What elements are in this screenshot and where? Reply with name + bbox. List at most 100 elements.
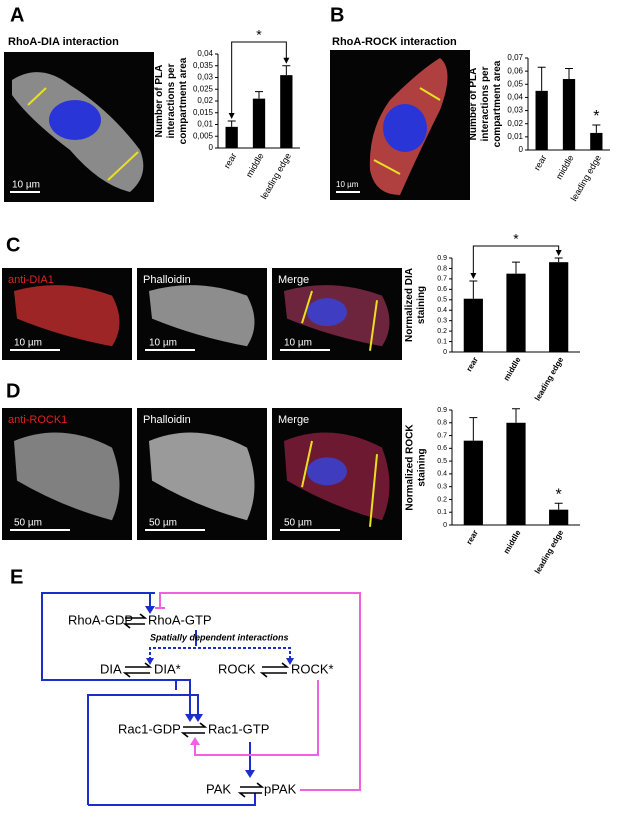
error-bar	[512, 408, 520, 423]
caption: RhoA-DIA interaction	[8, 36, 119, 48]
connector	[88, 793, 256, 806]
scale-label: 10 µm	[149, 338, 177, 349]
y-label-box: Number of PLA interactions per compartme…	[154, 57, 189, 145]
x-tick-label: middle	[554, 153, 576, 181]
bar	[549, 262, 569, 352]
image-label: Phalloidin	[143, 274, 191, 286]
bar	[506, 273, 526, 352]
connector	[194, 680, 319, 756]
connector	[41, 592, 191, 716]
caption: RhoA-ROCK interaction	[332, 36, 457, 48]
y-tick-label: 0.4	[437, 471, 447, 478]
marker-line	[419, 87, 441, 101]
y-tick-label: 0.7	[437, 432, 447, 439]
arrowhead	[283, 57, 290, 64]
error-bar	[512, 261, 520, 274]
y-tick-label: 0.2	[437, 496, 447, 503]
scale-label: 50 µm	[149, 518, 177, 529]
bracket	[231, 41, 287, 117]
y-tick-label: 0	[209, 143, 214, 152]
node: ROCK*	[291, 661, 334, 676]
y-label: Number of PLA interactions per compartme…	[154, 57, 189, 145]
bar	[280, 75, 293, 148]
cell	[149, 285, 255, 347]
bar	[506, 422, 526, 525]
nucleus	[383, 104, 427, 152]
panel-label: A	[10, 4, 24, 26]
x-tick-label: leading edge	[533, 528, 566, 575]
equilibrium	[259, 662, 290, 678]
nucleus	[307, 457, 347, 486]
arrowheads	[145, 606, 294, 778]
y-tick-label: 0.6	[437, 286, 447, 293]
y-label: Normalized DIA staining	[404, 268, 427, 342]
y-tick-label: 0,005	[193, 131, 214, 140]
y-tick-label: 0.8	[437, 420, 447, 427]
y-tick-label: 0,05	[507, 79, 523, 88]
image-row: anti-DIA1 10 µm Phalloidin 10 µm Merge 10 µm	[2, 268, 402, 360]
image-label: anti-ROCK1	[8, 414, 67, 426]
error-bar	[565, 68, 573, 80]
bar	[463, 440, 483, 525]
y-label-box: Normalized ROCK staining	[404, 424, 427, 510]
y-tick-label: 0,06	[507, 66, 523, 75]
arrowhead	[228, 112, 235, 119]
x-tick-label: rear	[222, 151, 239, 170]
equilibrium	[180, 722, 208, 738]
y-tick-label: 0,02	[197, 96, 213, 105]
marker-line	[107, 151, 139, 181]
error-bar	[537, 66, 546, 91]
bar	[549, 509, 569, 525]
note: Spatially dependent interactions	[150, 632, 289, 642]
panel-label: E	[10, 566, 23, 588]
scale-label: 50 µm	[14, 518, 42, 529]
equilibrium	[237, 782, 265, 798]
y-tick-label: 0,04	[197, 49, 213, 58]
y-tick-label: 0.2	[437, 328, 447, 335]
y-label-box: Number of PLA interactions per compartme…	[468, 60, 503, 148]
y-tick-label: 0	[519, 145, 524, 154]
node: DIA	[100, 661, 122, 676]
y-label: Number of PLA interactions per compartme…	[468, 60, 503, 148]
y-tick-label: 0	[443, 349, 447, 356]
scale-label: 10 µm	[336, 180, 359, 189]
y-tick-label: 0,01	[507, 132, 523, 141]
x-tick-label: leading edge	[533, 355, 566, 402]
y-tick-label: 0.5	[437, 458, 447, 465]
y-tick-label: 0,01	[197, 120, 213, 129]
connector	[87, 694, 199, 805]
y-tick-label: 0,03	[197, 73, 213, 82]
x-tick-label: middle	[244, 151, 266, 179]
arrowhead	[193, 714, 203, 722]
node: RhoA-GTP	[148, 612, 212, 627]
arrowhead	[146, 658, 154, 665]
bar	[463, 298, 483, 352]
node: pPAK	[264, 781, 297, 796]
error-bar	[255, 91, 263, 99]
arrowhead	[286, 658, 294, 665]
y-tick-label: 0.3	[437, 484, 447, 491]
panel-label: B	[330, 4, 344, 26]
y-tick-label: 0.1	[437, 338, 447, 345]
diagram	[41, 592, 361, 806]
annotation: *	[513, 231, 519, 247]
error-bar	[592, 124, 601, 133]
annotation: *	[256, 27, 262, 43]
scale-label: 10 µm	[284, 338, 312, 349]
arrowhead	[555, 250, 562, 256]
marker-line	[301, 440, 313, 488]
arrowhead	[145, 606, 155, 614]
y-tick-label: 0.8	[437, 265, 447, 272]
y-tick-label: 0,07	[507, 53, 523, 62]
image-label: anti-DIA1	[8, 274, 54, 286]
error-bar	[227, 120, 236, 127]
arrowhead	[185, 714, 195, 722]
y-tick-label: 0,025	[193, 84, 214, 93]
scale-label: 10 µm	[12, 180, 40, 191]
y-tick-label: 0.7	[437, 276, 447, 283]
y-tick-label: 0.9	[437, 407, 447, 414]
arrowhead	[190, 737, 200, 745]
bar	[590, 132, 603, 150]
image-row: anti-ROCK1 50 µm Phalloidin 50 µm Merge 50 µm	[2, 408, 402, 540]
error-bar	[282, 65, 291, 76]
